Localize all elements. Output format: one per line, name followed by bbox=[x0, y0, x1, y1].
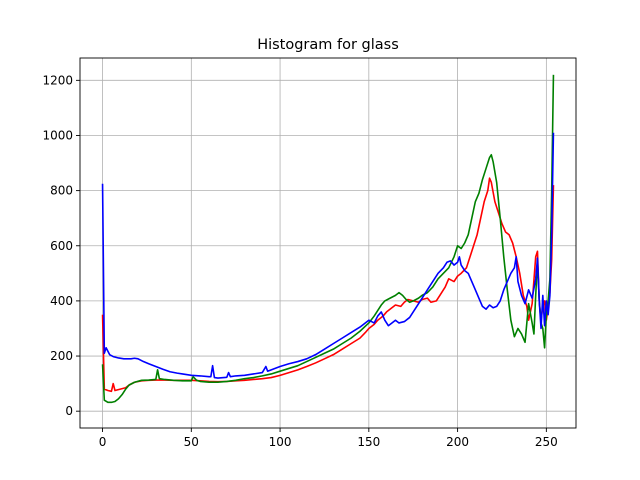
series-line-1 bbox=[101, 74, 555, 404]
x-tick-label: 200 bbox=[446, 435, 469, 449]
x-axis: 0 50 100 150 200 250 bbox=[99, 428, 558, 449]
y-tick-label: 200 bbox=[50, 349, 73, 363]
y-tick-label: 800 bbox=[50, 184, 73, 198]
x-tick-label: 100 bbox=[269, 435, 292, 449]
x-tick-label: 250 bbox=[535, 435, 558, 449]
plot-area-frame bbox=[79, 57, 577, 429]
series-line-2 bbox=[101, 132, 555, 379]
chart-title: Histogram for glass bbox=[257, 37, 399, 53]
x-tick-label: 0 bbox=[99, 435, 107, 449]
data-series bbox=[101, 74, 555, 404]
y-tick-label: 0 bbox=[65, 404, 73, 418]
y-tick-label: 400 bbox=[50, 294, 73, 308]
grid-lines bbox=[80, 58, 576, 428]
y-tick-label: 1200 bbox=[42, 73, 73, 87]
y-tick-label: 600 bbox=[50, 239, 73, 253]
x-tick-label: 150 bbox=[357, 435, 380, 449]
y-axis: 0 200 400 600 800 1000 1200 bbox=[42, 73, 80, 418]
x-tick-label: 50 bbox=[184, 435, 199, 449]
y-tick-label: 1000 bbox=[42, 128, 73, 142]
